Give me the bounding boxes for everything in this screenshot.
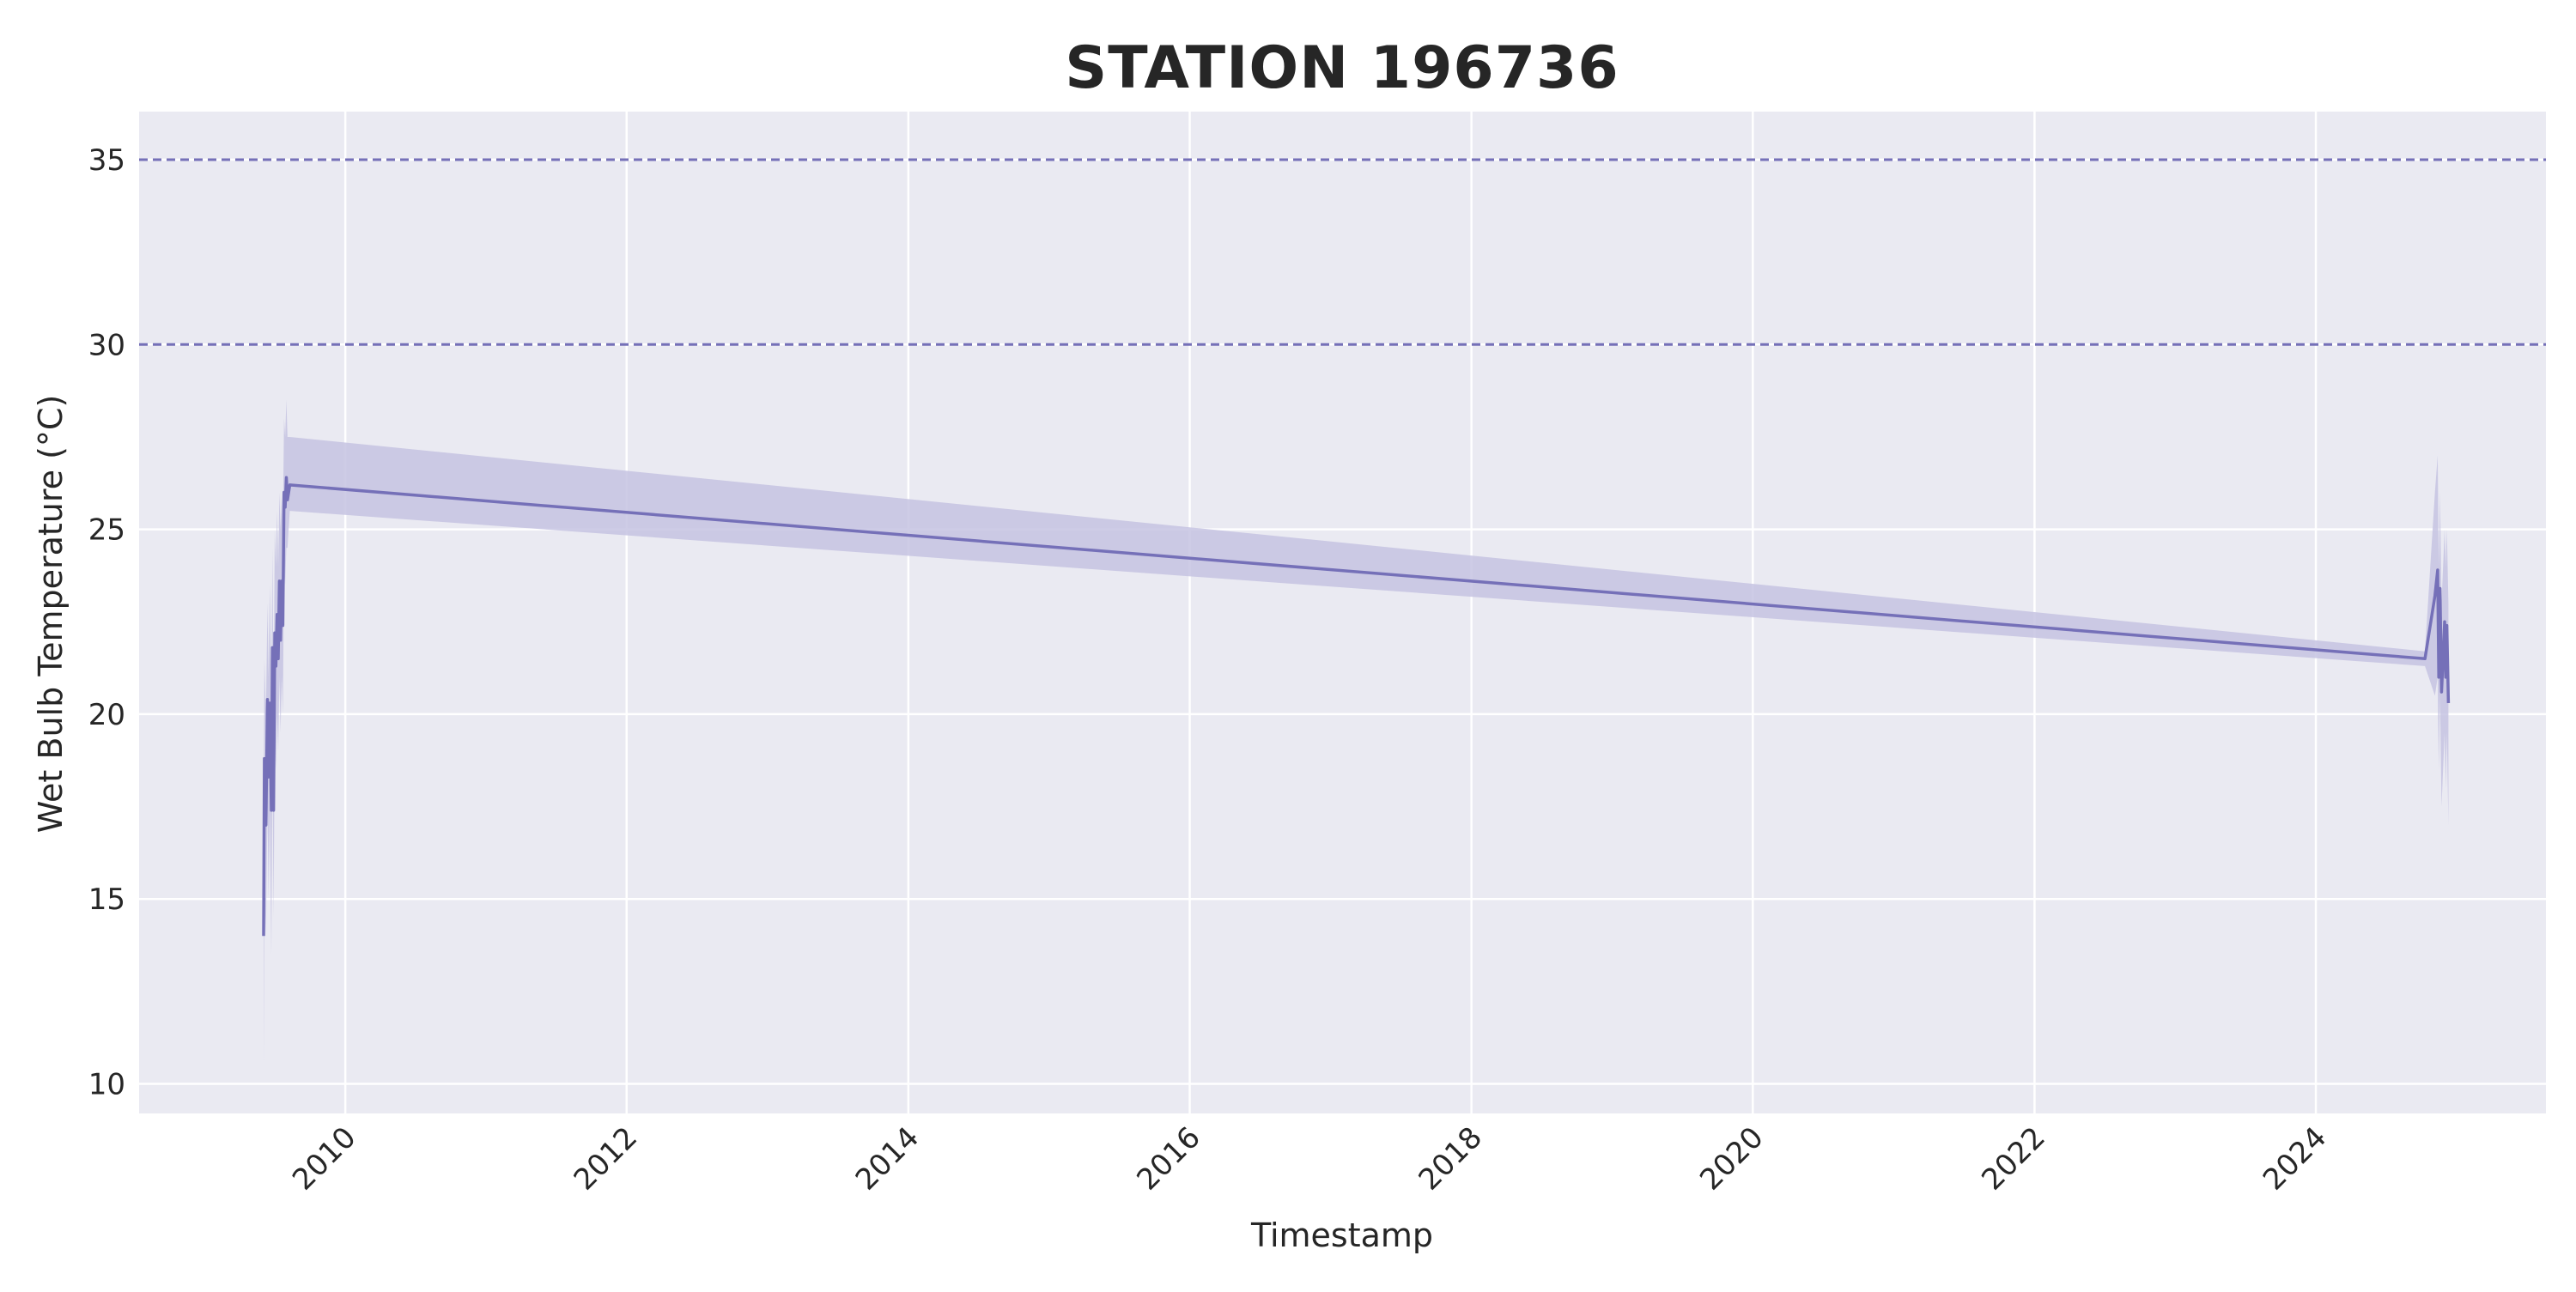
confidence-band: [264, 399, 2449, 1065]
series-line-group: [262, 476, 2451, 937]
x-tick-labels: 2010 2012 2014 2016 2018 2020 2022 2024: [286, 1120, 2333, 1197]
x-tick-label: 2024: [2257, 1120, 2333, 1197]
x-tick-label: 2014: [849, 1120, 926, 1197]
x-tick-label: 2020: [1693, 1120, 1770, 1197]
x-tick-label: 2012: [568, 1120, 644, 1197]
x-tick-label: 2022: [1975, 1120, 2051, 1197]
reference-lines: [139, 158, 2546, 346]
chart-title: STATION 196736: [1065, 34, 1619, 102]
x-tick-label: 2016: [1130, 1120, 1206, 1197]
x-axis-label: Timestamp: [1250, 1216, 1433, 1254]
y-tick-label: 25: [88, 513, 125, 548]
x-tick-label: 2018: [1413, 1120, 1489, 1197]
y-tick-label: 30: [88, 328, 125, 362]
y-tick-label: 10: [88, 1068, 125, 1102]
plot-background: [139, 112, 2546, 1113]
series-line: [262, 476, 2451, 937]
y-axis-label: Wet Bulb Temperature (°C): [32, 395, 70, 834]
x-tick-label: 2010: [286, 1120, 362, 1197]
y-tick-label: 20: [88, 698, 125, 732]
y-tick-label: 35: [88, 143, 125, 178]
y-tick-labels: 10 15 20 25 30 35: [88, 143, 125, 1102]
y-tick-label: 15: [88, 883, 125, 917]
confidence-band-group: [264, 399, 2449, 1065]
